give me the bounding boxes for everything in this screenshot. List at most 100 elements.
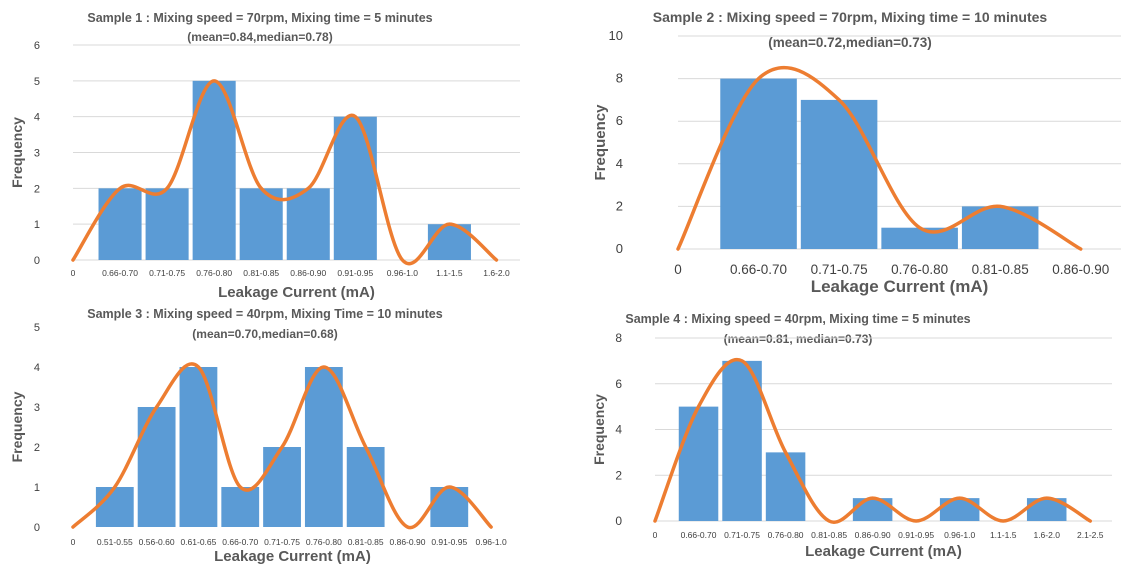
y-tick-label: 3: [34, 402, 40, 414]
bar: [346, 447, 385, 527]
x-tick-label: 0.86-0.90: [390, 537, 426, 547]
x-tick-label: 0.96-1.0: [387, 268, 418, 278]
x-tick-label: 0.81-0.85: [243, 268, 279, 278]
bar: [263, 447, 301, 527]
y-tick-label: 0: [616, 241, 623, 256]
x-tick-label: 0.76-0.80: [306, 537, 342, 547]
x-tick-label: 0.76-0.80: [891, 262, 948, 277]
bar: [720, 78, 797, 249]
x-tick-label: 0.51-0.55: [97, 537, 133, 547]
x-tick-label: 0.81-0.85: [972, 262, 1029, 277]
x-axis-label: Leakage Current (mA): [811, 277, 989, 296]
y-tick-label: 4: [34, 112, 40, 124]
x-tick-label: 0.96-1.0: [475, 537, 506, 547]
x-tick-label: 0.66-0.70: [102, 268, 138, 278]
x-tick-label: 0.91-0.95: [337, 268, 373, 278]
x-axis-label: Leakage Current (mA): [214, 548, 371, 565]
y-tick-label: 1: [34, 219, 40, 231]
y-axis-label: Frequency: [9, 391, 25, 462]
x-tick-label: 0.91-0.95: [898, 530, 934, 540]
chart-subtitle: (mean=0.70,median=0.68): [192, 327, 337, 341]
x-tick-label: 0.86-0.90: [855, 530, 891, 540]
chart-sample-3: Sample 3 : Mixing speed = 40rpm, Mixing …: [9, 307, 507, 565]
x-tick-label: 0.81-0.85: [811, 530, 847, 540]
bar: [939, 498, 980, 521]
bar: [95, 487, 134, 527]
x-tick-label: 0.71-0.75: [149, 268, 185, 278]
bar: [179, 367, 218, 527]
bar: [286, 188, 330, 260]
y-tick-label: 6: [34, 40, 40, 52]
y-tick-label: 4: [615, 423, 622, 437]
y-tick-label: 0: [34, 522, 40, 534]
x-tick-label: 0.86-0.90: [290, 268, 326, 278]
bar: [221, 487, 260, 527]
distribution-curve: [676, 65, 1083, 251]
x-tick-label: 0.81-0.85: [348, 537, 384, 547]
chart-title: Sample 4 : Mixing speed = 40rpm, Mixing …: [625, 312, 970, 326]
x-tick-label: 0: [653, 530, 658, 540]
x-tick-label: 0.76-0.80: [768, 530, 804, 540]
x-tick-label: 1.6-2.0: [483, 268, 510, 278]
x-tick-label: 1.1-1.5: [436, 268, 463, 278]
y-tick-label: 3: [34, 148, 40, 160]
y-tick-label: 2: [34, 183, 40, 195]
y-tick-label: 2: [34, 442, 40, 454]
distribution-curve: [71, 79, 499, 266]
y-tick-label: 1: [34, 482, 40, 494]
x-tick-label: 0: [674, 262, 682, 277]
x-tick-label: 0.56-0.60: [139, 537, 175, 547]
x-tick-label: 0.61-0.65: [180, 537, 216, 547]
chart-title: Sample 1 : Mixing speed = 70rpm, Mixing …: [87, 11, 432, 25]
y-tick-label: 6: [616, 113, 623, 128]
x-tick-label: 0.66-0.70: [730, 262, 787, 277]
distribution-curve: [71, 362, 493, 530]
x-axis-label: Leakage Current (mA): [218, 284, 375, 301]
bar: [800, 99, 878, 250]
x-tick-label: 0.66-0.70: [681, 530, 717, 540]
y-tick-label: 2: [616, 198, 623, 213]
y-tick-label: 5: [34, 76, 40, 88]
bar: [145, 188, 189, 260]
bar: [722, 360, 762, 521]
x-axis-label: Leakage Current (mA): [805, 543, 962, 560]
bar: [1026, 498, 1067, 521]
bar: [192, 80, 236, 260]
x-tick-label: 0.86-0.90: [1052, 262, 1109, 277]
chart-sample-4: Sample 4 : Mixing speed = 40rpm, Mixing …: [591, 312, 1112, 560]
y-tick-label: 0: [615, 514, 622, 528]
bar: [678, 406, 719, 521]
y-axis-label: Frequency: [9, 117, 25, 188]
bar: [98, 188, 142, 260]
y-axis-label: Frequency: [592, 104, 609, 181]
bar: [304, 367, 343, 527]
x-tick-label: 0.76-0.80: [196, 268, 232, 278]
x-tick-label: 0.71-0.75: [724, 530, 760, 540]
y-tick-label: 2: [615, 468, 622, 482]
x-tick-label: 0: [71, 268, 76, 278]
chart-subtitle: (mean=0.84,median=0.78): [187, 30, 332, 44]
y-tick-label: 8: [616, 71, 623, 86]
y-tick-label: 8: [615, 331, 622, 345]
x-tick-label: 1.1-1.5: [990, 530, 1017, 540]
chart-title: Sample 2 : Mixing speed = 70rpm, Mixing …: [653, 9, 1048, 25]
x-tick-label: 0.91-0.95: [431, 537, 467, 547]
chart-title: Sample 3 : Mixing speed = 40rpm, Mixing …: [87, 307, 442, 321]
distribution-curve: [653, 357, 1092, 524]
x-tick-label: 0.96-1.0: [944, 530, 975, 540]
y-tick-label: 0: [34, 255, 40, 267]
y-tick-label: 6: [615, 377, 622, 391]
x-tick-label: 0: [71, 537, 76, 547]
x-tick-label: 0.71-0.75: [811, 262, 868, 277]
y-axis-label: Frequency: [591, 394, 607, 465]
x-tick-label: 2.1-2.5: [1077, 530, 1104, 540]
chart-subtitle: (mean=0.72,median=0.73): [768, 35, 932, 50]
bar: [137, 407, 176, 527]
y-tick-label: 4: [34, 362, 40, 374]
chart-sample-2: Sample 2 : Mixing speed = 70rpm, Mixing …: [592, 9, 1121, 296]
y-tick-label: 10: [609, 28, 623, 43]
chart-sample-1: Sample 1 : Mixing speed = 70rpm, Mixing …: [9, 11, 520, 301]
x-tick-label: 0.66-0.70: [222, 537, 258, 547]
bar: [765, 452, 806, 521]
y-tick-label: 5: [34, 322, 40, 334]
